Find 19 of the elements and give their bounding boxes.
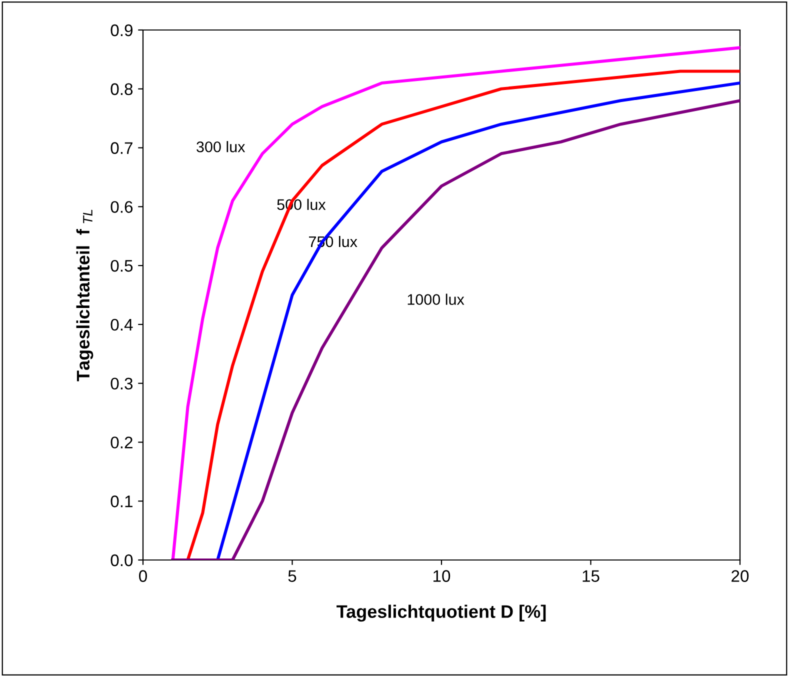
y-tick-label: 0.5 bbox=[110, 260, 133, 272]
x-tick-label: 15 bbox=[582, 570, 600, 582]
x-axis-title: Tageslichtquotient D [%] bbox=[336, 604, 546, 622]
y-tick-label: 0.9 bbox=[110, 24, 132, 36]
x-tick-label: 20 bbox=[732, 570, 749, 582]
y-tick-label: 0.7 bbox=[110, 142, 132, 154]
x-tick-label: 5 bbox=[288, 570, 296, 582]
y-tick-label: 0.0 bbox=[110, 554, 133, 566]
annotation: 300 lux bbox=[196, 141, 246, 152]
x-tick-label: 10 bbox=[434, 570, 450, 582]
y-axis-title: Tageslichtanteil f $_{TL}$ bbox=[76, 210, 94, 382]
y-tick-label: 0.6 bbox=[110, 201, 133, 213]
y-tick-label: 0.4 bbox=[110, 318, 133, 331]
y-tick-label: 0.2 bbox=[110, 436, 132, 448]
annotation: 1000 lux bbox=[408, 294, 464, 305]
x-tick-label: 0 bbox=[139, 570, 147, 582]
y-tick-label: 0.3 bbox=[110, 378, 133, 390]
y-tick-label: 0.1 bbox=[110, 496, 132, 508]
y-tick-label: 0.8 bbox=[110, 83, 133, 96]
